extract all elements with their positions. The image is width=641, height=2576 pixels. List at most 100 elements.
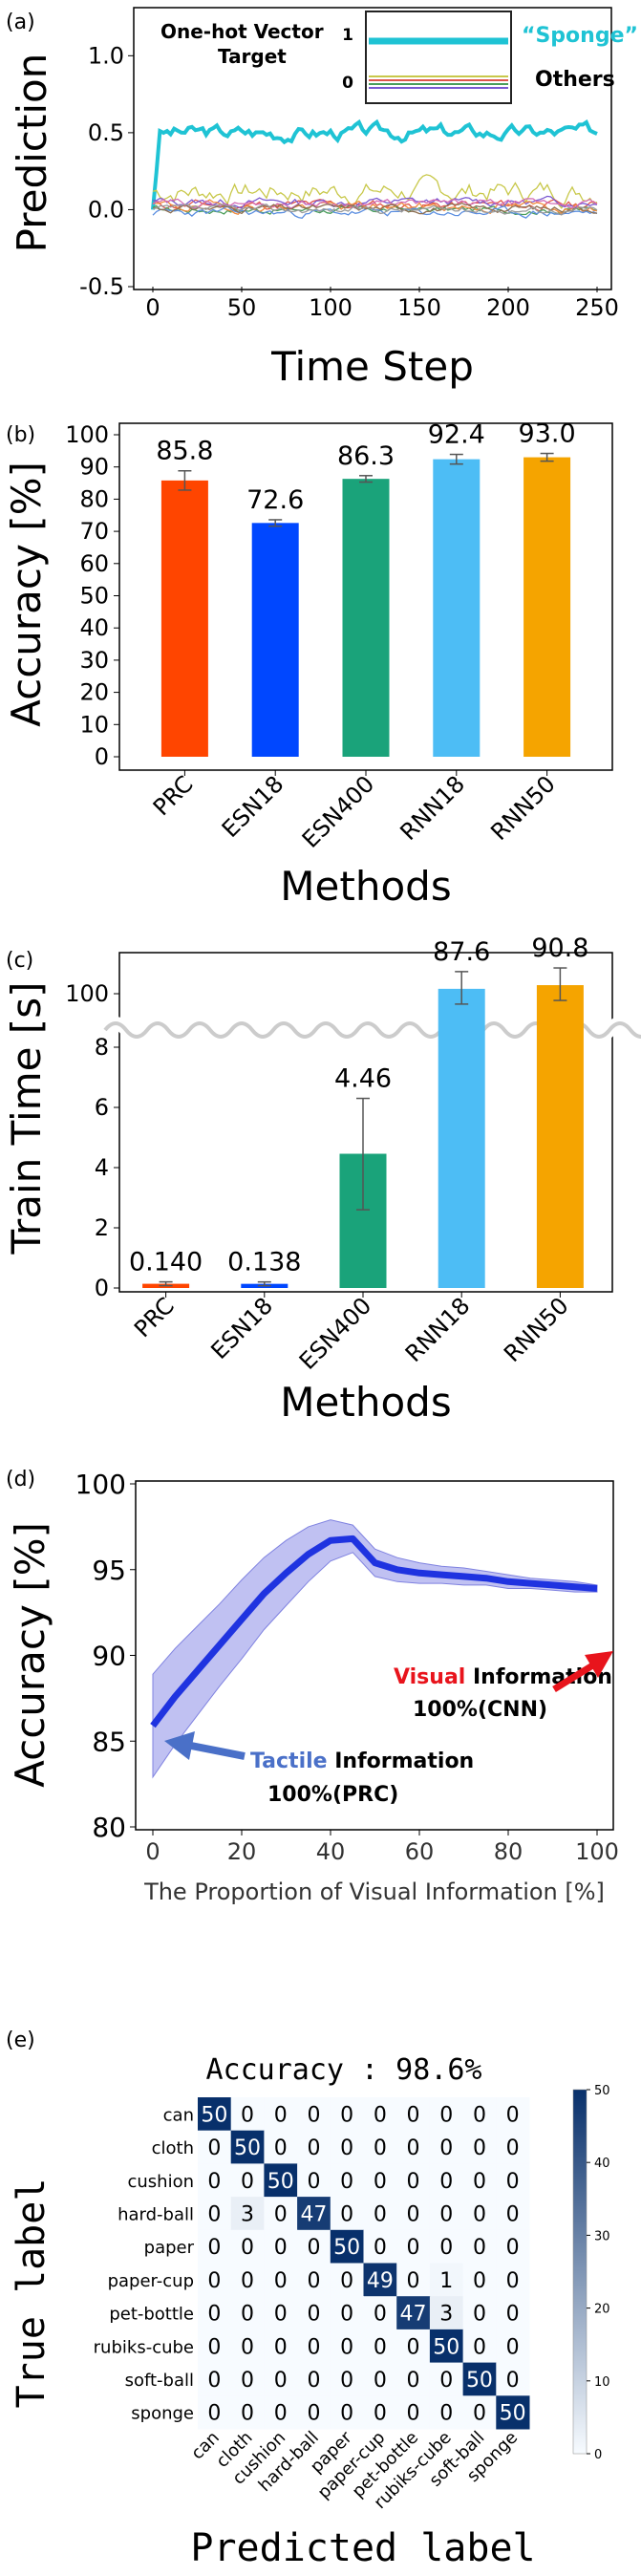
d-visual-word: Visual [394, 1665, 465, 1689]
e-colorbar-tick-label: 30 [594, 2229, 610, 2243]
a-series-line [152, 174, 598, 209]
c-bars: 0.140 PRC 0.138 ESN18 4.46 ESN400 87.6 RNN18 90.… [129, 934, 589, 1375]
e-cell [230, 2130, 265, 2164]
e-cell [429, 2362, 464, 2396]
e-cell [496, 2395, 530, 2430]
a-series-line [152, 204, 598, 216]
b-ytick-label: 60 [79, 550, 109, 577]
e-cell-value: 3 [439, 2303, 453, 2327]
e-cell-value: 0 [340, 2335, 353, 2359]
panel-label-e: (e) [6, 2029, 35, 2052]
e-cell-value: 0 [340, 2202, 353, 2226]
e-cell-value: 0 [374, 2202, 387, 2226]
e-cell-value: 50 [234, 2136, 261, 2160]
b-ytick-label: 30 [79, 647, 109, 674]
e-cell-value: 0 [274, 2236, 288, 2260]
e-cell-value: 0 [207, 2335, 221, 2359]
e-cell [429, 2296, 464, 2330]
c-value-label: 0.138 [227, 1248, 301, 1277]
c-ytick-label: 2 [95, 1214, 109, 1241]
e-cell-value: 0 [241, 2369, 254, 2393]
e-cell [330, 2097, 364, 2132]
e-cell [496, 2263, 530, 2297]
c-ytick-label: 6 [95, 1094, 109, 1121]
e-cell [198, 2296, 232, 2330]
e-xlabel: Predicted label [190, 2526, 535, 2570]
e-cell-value: 0 [506, 2269, 520, 2293]
e-cell-value: 0 [241, 2335, 254, 2359]
e-cell-value: 50 [333, 2236, 360, 2260]
c-value-label: 4.46 [334, 1064, 392, 1094]
e-cell [297, 2362, 331, 2396]
e-cell [396, 2197, 431, 2231]
e-cell-value: 0 [241, 2303, 254, 2327]
d-accuracy-curve [150, 1519, 598, 1779]
a-xtick-label: 200 [486, 294, 530, 321]
e-cell-value: 0 [340, 2269, 353, 2293]
e-cell-value: 0 [307, 2303, 320, 2327]
c-value-label: 87.6 [433, 937, 490, 967]
e-cell-value: 0 [407, 2202, 420, 2226]
e-cell-value: 0 [506, 2202, 520, 2226]
b-ytick-label: 0 [95, 743, 109, 770]
e-cell [363, 2296, 397, 2330]
e-cell-value: 50 [433, 2335, 459, 2359]
e-cell [230, 2329, 265, 2364]
e-cell [462, 2197, 497, 2231]
e-cell-value: 0 [207, 2236, 221, 2260]
a-xtick-label: 50 [227, 294, 257, 321]
e-cell [230, 2296, 265, 2330]
e-cell-value: 0 [439, 2202, 453, 2226]
e-cell-value: 0 [473, 2402, 486, 2426]
d-tactile-rest: Information [328, 1750, 475, 1773]
e-cell-value: 49 [367, 2269, 394, 2293]
e-colorbar-tick-label: 0 [594, 2448, 602, 2462]
a-legend-others-label: Others [535, 68, 615, 92]
e-cell [462, 2263, 497, 2297]
e-row-label: can [163, 2105, 194, 2125]
e-cell [396, 2263, 431, 2297]
a-xtick-label: 0 [145, 294, 160, 321]
e-cell-value: 0 [340, 2303, 353, 2327]
e-cell [429, 2263, 464, 2297]
e-cell [462, 2329, 497, 2364]
e-colorbar-tick-label: 40 [594, 2157, 610, 2171]
b-axes: 0 10 20 30 40 50 60 70 80 90 100 [65, 421, 119, 770]
e-cell [230, 2163, 265, 2198]
a-legend-sponge-label: “Sponge” [522, 24, 638, 48]
e-cell-value: 0 [241, 2269, 254, 2293]
e-cell [264, 2362, 298, 2396]
panel-label-c: (c) [6, 949, 33, 973]
c-bar [438, 988, 485, 1288]
e-cell-value: 0 [274, 2369, 288, 2393]
c-value-label: 0.140 [129, 1248, 203, 1277]
e-cell-value: 0 [374, 2335, 387, 2359]
e-cell-value: 0 [340, 2369, 353, 2393]
e-cell-value: 0 [307, 2402, 320, 2426]
e-cell-value: 0 [307, 2103, 320, 2127]
b-bar [433, 459, 481, 757]
e-cell [264, 2130, 298, 2164]
b-ytick-label: 50 [79, 583, 109, 610]
d-tactile-arrow-head [164, 1731, 195, 1760]
d-accuracy-line [150, 1535, 598, 1728]
e-cell-value: 0 [307, 2269, 320, 2293]
e-cell-value: 0 [506, 2136, 520, 2160]
c-xtick-label: PRC [129, 1292, 180, 1342]
d-tactile-annotation-1: Tactile Information [250, 1750, 474, 1773]
b-bar [342, 479, 390, 757]
c-ylabel: Train Time [s] [3, 982, 50, 1256]
c-xtick-label: RNN50 [499, 1292, 574, 1367]
a-legend-title-2: Target [218, 45, 287, 68]
e-cell-value: 0 [374, 2303, 387, 2327]
e-cell [462, 2229, 497, 2264]
e-cell-value: 3 [241, 2202, 254, 2226]
e-cell [396, 2329, 431, 2364]
e-cell-value: 1 [439, 2269, 453, 2293]
e-cell [198, 2163, 232, 2198]
e-cell-value: 0 [439, 2136, 453, 2160]
panel-label-b: (b) [6, 423, 35, 447]
e-cell [230, 2229, 265, 2264]
e-row-label: soft-ball [125, 2371, 194, 2391]
